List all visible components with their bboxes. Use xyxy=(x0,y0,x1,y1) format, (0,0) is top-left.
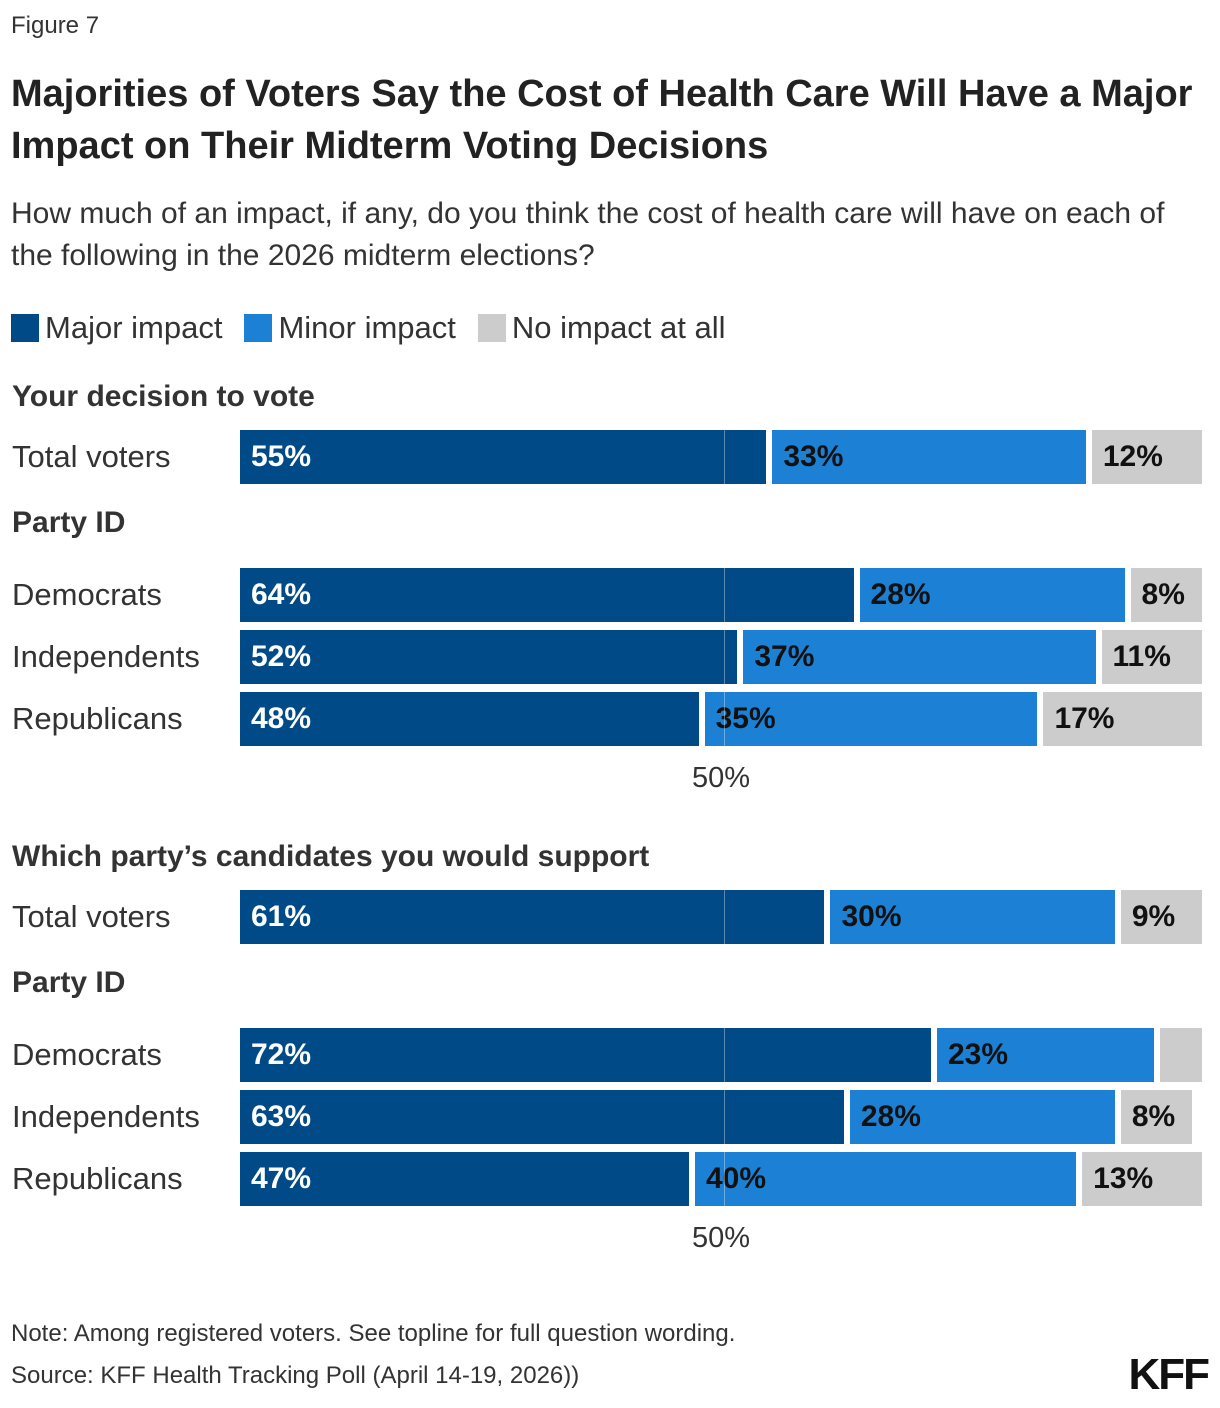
data-label: 37% xyxy=(754,640,815,673)
data-label: 52% xyxy=(251,640,312,673)
reference-line-50 xyxy=(724,1090,725,1144)
legend-swatch-minor xyxy=(244,314,273,342)
bar-segment-major: 64% xyxy=(240,568,854,622)
reference-line-label: 50% xyxy=(692,1222,751,1254)
data-label: 61% xyxy=(251,900,312,933)
data-label: 40% xyxy=(705,1162,766,1195)
data-label: 55% xyxy=(251,440,312,473)
legend: Major impact Minor impact No impact at a… xyxy=(11,310,726,346)
bar-segment-none: 8% xyxy=(1120,1090,1193,1144)
data-label: 8% xyxy=(1131,1100,1176,1133)
row-label: Independents xyxy=(12,639,200,674)
data-label: 33% xyxy=(783,440,844,473)
row-label: Democrats xyxy=(12,1037,162,1072)
bar-segment-minor: 40% xyxy=(694,1152,1077,1206)
bar-segment-none: 8% xyxy=(1130,568,1202,622)
row-label: Democrats xyxy=(12,577,162,612)
note: Note: Among registered voters. See topli… xyxy=(11,1320,736,1347)
reference-line-50 xyxy=(724,430,725,484)
data-label: 13% xyxy=(1093,1162,1154,1195)
row-label: Republicans xyxy=(12,1161,183,1196)
legend-item-none: No impact at all xyxy=(477,310,726,346)
data-label: 17% xyxy=(1054,702,1115,735)
group-heading: Party ID xyxy=(12,966,126,999)
bar-segment-minor: 30% xyxy=(830,890,1115,944)
reference-line-50 xyxy=(724,568,725,622)
source: Source: KFF Health Tracking Poll (April … xyxy=(11,1362,580,1389)
panel-title: Your decision to vote xyxy=(12,380,315,413)
legend-item-minor: Minor impact xyxy=(244,310,456,346)
row-label: Total voters xyxy=(12,899,171,934)
bar-segment-minor: 23% xyxy=(936,1028,1154,1082)
legend-swatch-none xyxy=(477,314,506,342)
group-heading: Party ID xyxy=(12,506,126,539)
bar-segment-major: 47% xyxy=(240,1152,689,1206)
bar-segment-major: 52% xyxy=(240,630,738,684)
legend-label: Major impact xyxy=(45,310,223,345)
figure-label: Figure 7 xyxy=(11,12,100,39)
bar-segment-none: 9% xyxy=(1120,890,1202,944)
data-label: 63% xyxy=(251,1100,312,1133)
reference-line-label: 50% xyxy=(692,762,751,794)
data-label: 8% xyxy=(1141,578,1185,611)
bar-segment-minor: 28% xyxy=(849,1090,1115,1144)
bar-segment-none: 13% xyxy=(1082,1152,1202,1206)
bar-segment-major: 72% xyxy=(240,1028,931,1082)
data-label: 35% xyxy=(715,702,776,735)
reference-line-50 xyxy=(724,692,725,746)
row-label: Independents xyxy=(12,1099,200,1134)
bar-segment-none xyxy=(1159,1028,1202,1082)
reference-line-50 xyxy=(724,1028,725,1082)
data-label: 48% xyxy=(251,702,312,735)
chart-title: Majorities of Voters Say the Cost of Hea… xyxy=(11,73,1193,167)
reference-line-50 xyxy=(724,1152,725,1206)
panel-title: Which party’s candidates you would suppo… xyxy=(12,840,650,873)
legend-label: No impact at all xyxy=(511,310,726,345)
row-label: Total voters xyxy=(12,439,171,474)
bar-segment-none: 11% xyxy=(1101,630,1202,684)
data-label: 28% xyxy=(860,1100,921,1133)
data-label: 64% xyxy=(251,578,312,611)
bar-segment-minor: 37% xyxy=(743,630,1096,684)
data-label: 72% xyxy=(251,1038,312,1071)
legend-swatch-major xyxy=(11,314,39,342)
data-label: 9% xyxy=(1131,900,1176,933)
bar-segment-minor: 33% xyxy=(772,430,1086,484)
reference-line-50 xyxy=(724,890,725,944)
data-label: 47% xyxy=(251,1162,312,1195)
kff-logo: KFF xyxy=(1128,1350,1210,1399)
bar-segment-major: 48% xyxy=(240,692,699,746)
legend-label: Minor impact xyxy=(278,310,456,345)
bar-segment-major: 63% xyxy=(240,1090,844,1144)
data-label: 12% xyxy=(1102,440,1163,473)
data-label: 11% xyxy=(1112,640,1171,673)
bar-segment-major: 55% xyxy=(240,430,767,484)
bar-segment-minor: 35% xyxy=(704,692,1038,746)
bar-segment-none: 12% xyxy=(1091,430,1202,484)
reference-line-50 xyxy=(724,630,725,684)
data-label: 30% xyxy=(841,900,902,933)
data-label: 23% xyxy=(947,1038,1008,1071)
bar-segment-major: 61% xyxy=(240,890,825,944)
bar-segment-minor: 28% xyxy=(859,568,1125,622)
data-label: 28% xyxy=(870,578,931,611)
bar-segment-none: 17% xyxy=(1043,692,1202,746)
row-label: Republicans xyxy=(12,701,183,736)
legend-item-major: Major impact xyxy=(11,310,222,346)
chart-subtitle: How much of an impact, if any, do you th… xyxy=(11,197,1165,272)
